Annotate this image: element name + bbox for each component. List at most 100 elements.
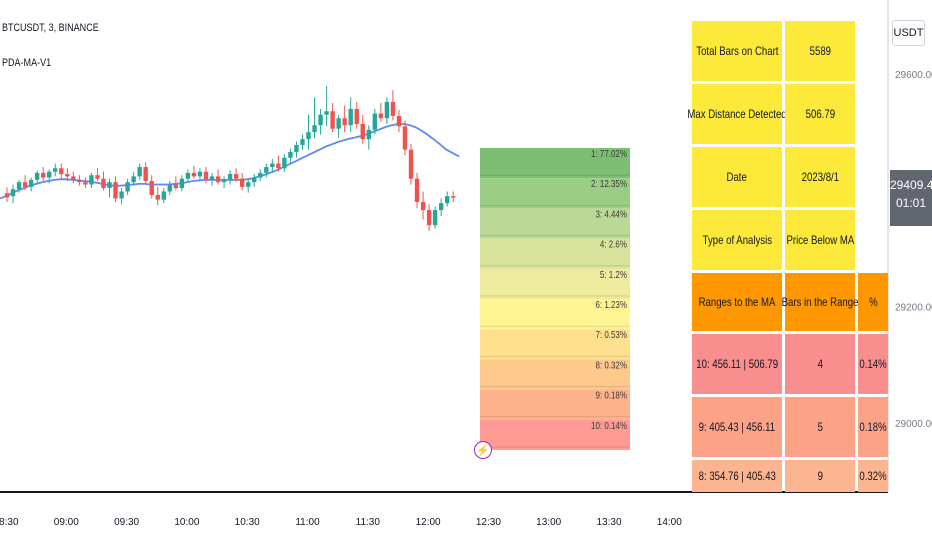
candle bbox=[233, 168, 239, 183]
candle bbox=[95, 168, 100, 182]
candle bbox=[336, 114, 341, 138]
range-cell: 10: 456.11 | 506.79 bbox=[692, 334, 782, 394]
candle bbox=[227, 170, 233, 185]
candle bbox=[426, 204, 432, 232]
time-tick-label: 08:30 bbox=[0, 517, 19, 528]
last-price-value: 29409.44 bbox=[890, 178, 932, 192]
time-tick-label: 11:00 bbox=[295, 517, 320, 528]
distance-band-label: 8: 0.32% bbox=[595, 360, 627, 371]
distance-band bbox=[480, 299, 630, 330]
stats-label-cell: Type of Analysis bbox=[692, 210, 782, 270]
pct-cell-text: 0.18% bbox=[859, 420, 887, 434]
bars-cell-text: 5 bbox=[817, 420, 823, 434]
candle bbox=[354, 101, 359, 129]
time-tick-label: 12:00 bbox=[416, 517, 441, 528]
candle bbox=[402, 120, 408, 156]
candle bbox=[444, 191, 450, 207]
candle bbox=[167, 181, 173, 195]
distance-range-labels: 1: 77.02% 2: 12.35% 3: 4.44% 4: 2.6% 5: 1.2%… bbox=[591, 148, 627, 431]
indicator-label[interactable]: PDA-MA-V1 bbox=[2, 57, 52, 69]
distance-band-label: 4: 2.6% bbox=[600, 239, 627, 250]
candle bbox=[125, 178, 130, 195]
candle bbox=[83, 177, 88, 189]
stats-label-cell: Date bbox=[692, 147, 782, 207]
candle bbox=[149, 175, 154, 199]
candle bbox=[451, 191, 456, 202]
candle bbox=[270, 158, 275, 173]
candle bbox=[47, 169, 52, 184]
stats-label-cell: Max Distance Detected bbox=[687, 84, 787, 144]
candle bbox=[173, 176, 179, 191]
candle bbox=[59, 163, 64, 179]
distance-band bbox=[480, 178, 630, 209]
distance-band-label: 3: 4.44% bbox=[595, 209, 627, 220]
candle bbox=[209, 172, 215, 186]
candle bbox=[28, 177, 34, 192]
range-cell-text: 8: 354.76 | 405.43 bbox=[698, 469, 776, 483]
stats-value-cell-text: 2023/8/1 bbox=[801, 170, 839, 184]
stats-value-cell-text: 506.79 bbox=[805, 107, 835, 121]
stats-value-cell-text: 5589 bbox=[809, 44, 831, 58]
distance-band bbox=[480, 389, 630, 420]
stats-value-cell: 2023/8/1 bbox=[785, 147, 855, 207]
candle bbox=[330, 103, 335, 133]
candle bbox=[258, 169, 263, 182]
currency-button[interactable]: USDT bbox=[892, 20, 925, 46]
range-cell-text: 10: 456.11 | 506.79 bbox=[696, 357, 778, 371]
candle bbox=[300, 134, 305, 150]
candle bbox=[221, 176, 227, 189]
distance-band bbox=[480, 238, 630, 269]
distance-band-label: 9: 0.18% bbox=[595, 390, 627, 401]
time-tick-label: 09:30 bbox=[114, 517, 139, 528]
candle bbox=[390, 90, 396, 121]
table-clip bbox=[690, 493, 890, 550]
distance-band-label: 6: 1.23% bbox=[595, 299, 627, 310]
pct-header-cell: % bbox=[858, 273, 888, 331]
candle bbox=[34, 170, 40, 185]
distance-band bbox=[480, 359, 630, 390]
candle bbox=[264, 163, 269, 178]
stats-label-cell-text: Date bbox=[726, 170, 748, 184]
candle bbox=[4, 187, 10, 202]
candle bbox=[119, 188, 124, 205]
range-header-cell-text: Ranges to the MA bbox=[698, 295, 776, 309]
candle bbox=[16, 179, 22, 193]
flash-icon[interactable]: ⚡ bbox=[474, 441, 492, 459]
price-axis[interactable]: 29400.0029200.0029000.0029600.00 bbox=[887, 0, 932, 495]
price-tick-label: 29000.00 bbox=[895, 419, 932, 430]
candle bbox=[438, 198, 444, 216]
symbol-label[interactable]: BTCUSDT, 3, BINANCE bbox=[2, 22, 99, 34]
bars-cell-text: 9 bbox=[817, 469, 823, 483]
candle bbox=[107, 178, 112, 198]
time-tick-label: 11:30 bbox=[356, 517, 381, 528]
candle bbox=[191, 165, 197, 179]
candle bbox=[203, 167, 209, 184]
range-cell-text: 9: 405.43 | 456.11 bbox=[698, 420, 776, 434]
candle bbox=[155, 186, 160, 206]
time-tick-label: 10:30 bbox=[235, 517, 260, 528]
stats-value-cell: 506.79 bbox=[785, 84, 855, 144]
distance-band bbox=[480, 268, 630, 299]
pct-cell: 0.32% bbox=[858, 460, 888, 492]
pct-header-cell-text: % bbox=[868, 295, 878, 309]
candle bbox=[77, 175, 82, 186]
stats-label-cell-text: Max Distance Detected bbox=[687, 107, 787, 121]
bars-cell: 9 bbox=[785, 460, 855, 492]
candle bbox=[215, 169, 221, 185]
candle bbox=[137, 163, 142, 180]
candle bbox=[131, 171, 136, 186]
candle bbox=[318, 108, 323, 135]
candle bbox=[40, 167, 46, 182]
distance-band bbox=[480, 419, 630, 450]
bars-header-cell-text: Bars in the Range bbox=[781, 295, 859, 309]
distance-band-label: 1: 77.02% bbox=[591, 148, 627, 159]
candle bbox=[432, 206, 438, 229]
candle bbox=[53, 163, 58, 177]
time-tick-label: 14:00 bbox=[657, 517, 682, 528]
candle bbox=[239, 172, 245, 191]
candle bbox=[378, 103, 384, 122]
distance-band-label: 5: 1.2% bbox=[600, 269, 627, 280]
range-cell: 9: 405.43 | 456.11 bbox=[692, 397, 782, 457]
candle bbox=[276, 155, 281, 172]
